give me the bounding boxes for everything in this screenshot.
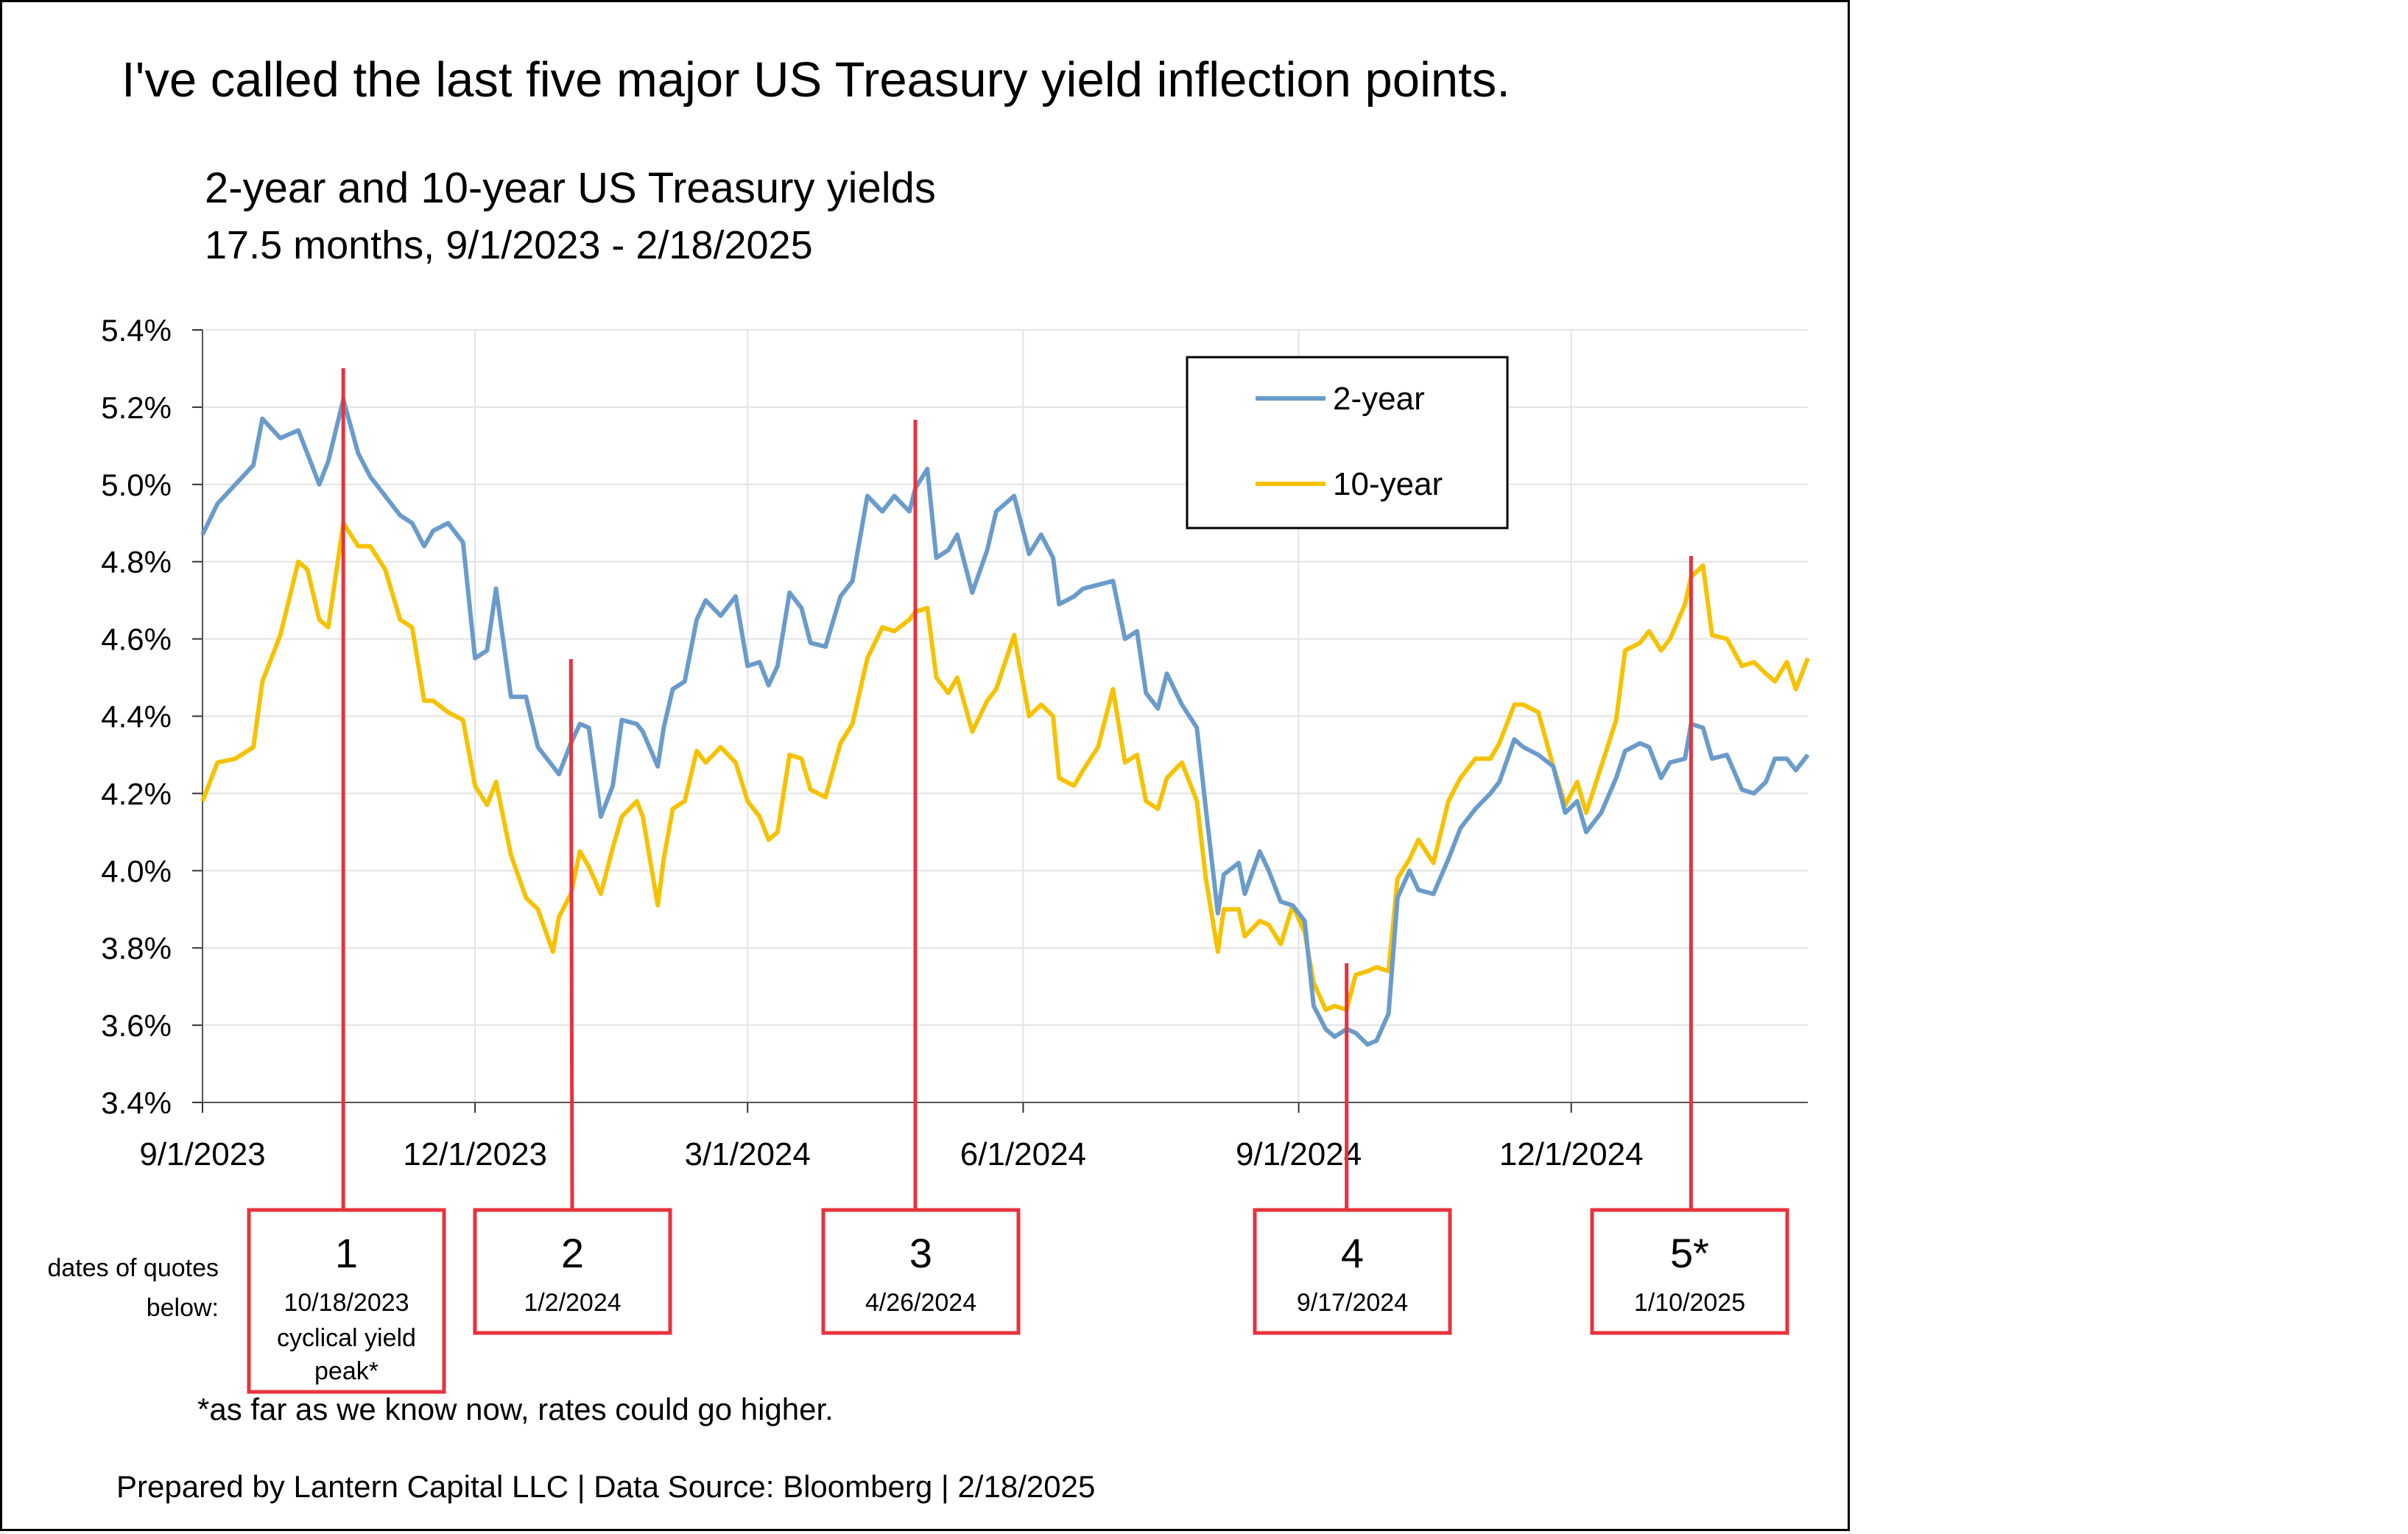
inflection-number: 4: [1341, 1230, 1364, 1276]
inflection-point-1: 1 10/18/2023 cyclical yield peak*: [247, 368, 446, 1394]
inflection-note: cyclical yield: [277, 1324, 416, 1352]
chart-title: 2-year and 10-year US Treasury yields: [205, 164, 936, 212]
x-tick-label: 3/1/2024: [685, 1136, 811, 1172]
legend-box: [1186, 356, 1509, 529]
inflection-date: 1/10/2025: [1634, 1289, 1745, 1317]
y-tick-label: 4.0%: [101, 854, 172, 888]
inflection-box: [821, 1208, 1021, 1335]
inflection-markers: 1 10/18/2023 cyclical yield peak* 2 1/2/2024 3…: [247, 368, 1789, 1394]
footer-source: Prepared by Lantern Capital LLC | Data S…: [116, 1469, 1096, 1504]
legend-label: 10-year: [1333, 466, 1443, 502]
inflection-box: [247, 1208, 446, 1394]
footnote: *as far as we know now, rates could go h…: [197, 1392, 834, 1426]
x-tick-label: 9/1/2024: [1236, 1136, 1362, 1172]
grid-lines: [203, 329, 1808, 1102]
legend-label: 2-year: [1333, 381, 1425, 417]
y-tick-label: 4.8%: [101, 545, 172, 580]
inflection-date: 4/26/2024: [865, 1289, 976, 1317]
x-tick-label: 12/1/2023: [403, 1136, 547, 1172]
series-line-10-year: [200, 521, 1810, 1013]
dates-of-quotes-label: dates of quotes below:: [47, 1254, 219, 1322]
inflection-number: 5*: [1670, 1230, 1709, 1276]
inflection-box: [1253, 1208, 1452, 1335]
axes: 3.4% 3.6% 3.8% 4.0% 4.2% 4.4% 4.6% 4.8% 5.0% 5.2%…: [101, 313, 1808, 1172]
inflection-point-4: 4 9/17/2024: [1253, 963, 1452, 1335]
inflection-box: [1590, 1208, 1789, 1335]
inflection-line: [568, 658, 574, 1211]
y-tick-label: 3.8%: [101, 931, 172, 965]
inflection-note: peak*: [314, 1357, 379, 1385]
y-tick-label: 4.6%: [101, 622, 172, 657]
y-tick-label: 4.2%: [101, 776, 172, 811]
x-tick-label: 12/1/2024: [1499, 1136, 1644, 1172]
headline: I've called the last five major US Treas…: [122, 52, 1510, 108]
inflection-date: 10/18/2023: [284, 1289, 409, 1317]
inflection-number: 2: [561, 1230, 584, 1276]
y-tick-label: 3.4%: [101, 1086, 172, 1120]
series-lines: [200, 397, 1810, 1047]
y-tick-label: 4.4%: [101, 700, 172, 734]
y-tick-label: 5.2%: [101, 390, 172, 425]
x-tick-label: 9/1/2023: [139, 1136, 265, 1172]
inflection-date: 9/17/2024: [1297, 1289, 1408, 1317]
y-tick-label: 3.6%: [101, 1008, 172, 1043]
inflection-point-3: 3 4/26/2024: [821, 420, 1021, 1335]
inflection-point-2: 2 1/2/2024: [473, 658, 672, 1335]
chart-subtitle: 17.5 months, 9/1/2023 - 2/18/2025: [205, 223, 813, 267]
legend: 2-year 10-year: [1186, 356, 1509, 529]
inflection-point-5: 5* 1/10/2025: [1590, 556, 1789, 1335]
inflection-number: 3: [909, 1230, 932, 1276]
inflection-date: 1/2/2024: [524, 1289, 621, 1317]
y-tick-label: 5.0%: [101, 468, 172, 502]
series-line-2-year: [200, 397, 1810, 1047]
inflection-box: [473, 1208, 672, 1335]
inflection-number: 1: [335, 1230, 358, 1276]
x-tick-label: 6/1/2024: [960, 1136, 1086, 1172]
y-tick-label: 5.4%: [101, 313, 172, 348]
